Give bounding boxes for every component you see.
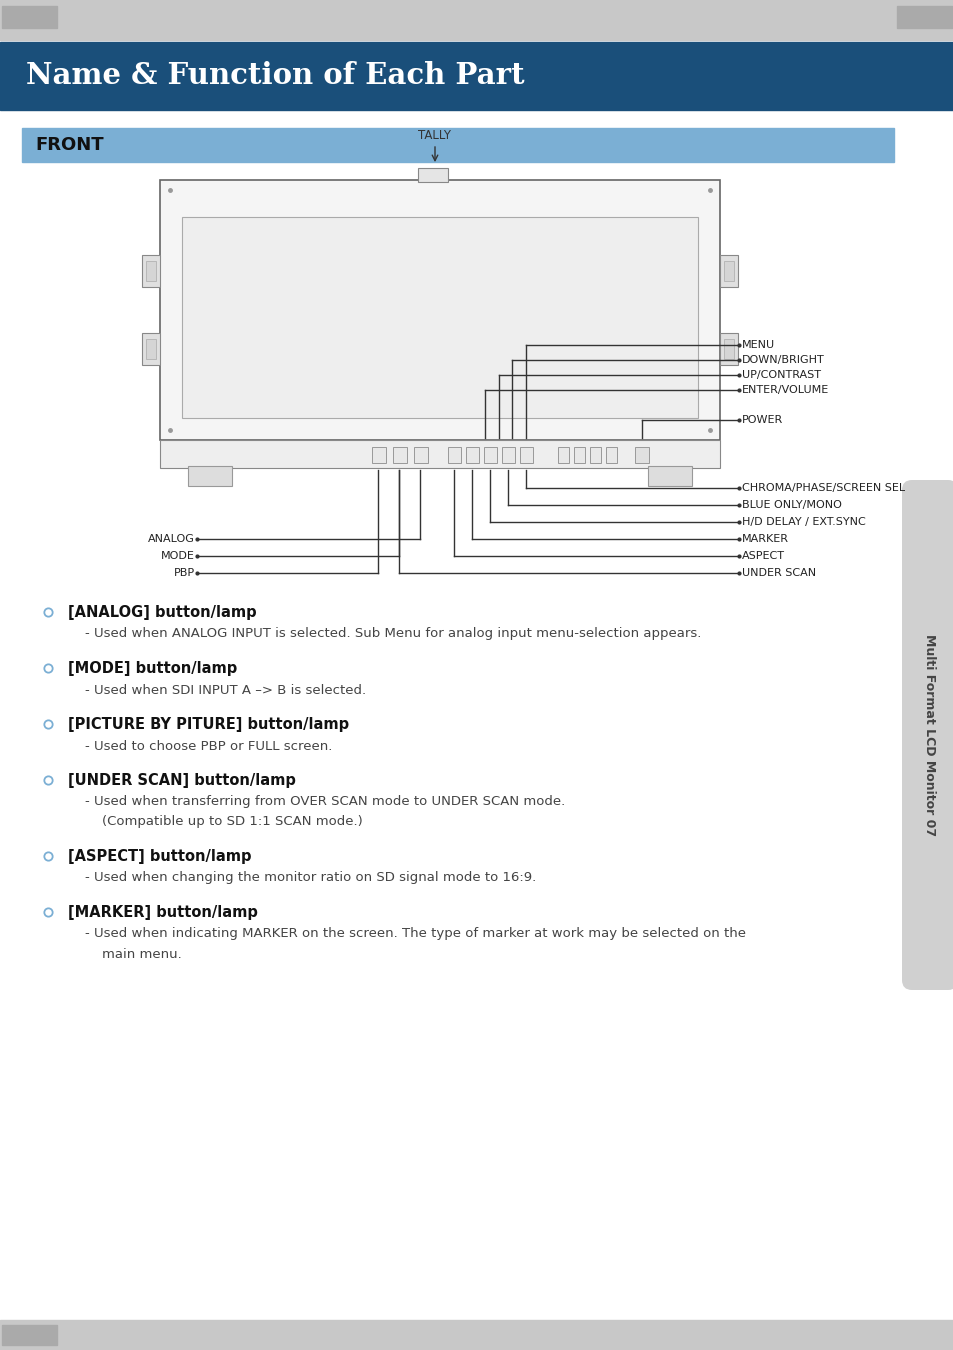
Text: Multi Format LCD Monitor 07: Multi Format LCD Monitor 07 — [923, 634, 936, 836]
Text: main menu.: main menu. — [85, 948, 182, 960]
Text: POWER: POWER — [741, 414, 782, 425]
Text: PBP: PBP — [173, 568, 194, 578]
Bar — [414, 447, 428, 463]
Bar — [142, 255, 160, 288]
Bar — [0, 42, 953, 109]
Text: [MARKER] button/lamp: [MARKER] button/lamp — [68, 904, 257, 919]
Bar — [483, 447, 497, 463]
Text: [ASPECT] button/lamp: [ASPECT] button/lamp — [68, 849, 252, 864]
Bar — [2, 5, 57, 28]
Bar — [2, 1324, 57, 1345]
Bar — [0, 1320, 953, 1350]
Bar — [22, 128, 893, 162]
Bar — [723, 261, 733, 281]
Bar — [589, 447, 600, 463]
Bar — [574, 447, 584, 463]
Text: ANALOG: ANALOG — [148, 535, 194, 544]
Bar — [558, 447, 568, 463]
Bar — [465, 447, 478, 463]
Text: BLUE ONLY/MONO: BLUE ONLY/MONO — [741, 500, 841, 510]
Bar — [0, 0, 953, 40]
Bar — [720, 255, 738, 288]
Text: [UNDER SCAN] button/lamp: [UNDER SCAN] button/lamp — [68, 772, 295, 787]
Text: ENTER/VOLUME: ENTER/VOLUME — [741, 385, 828, 396]
Bar — [519, 447, 533, 463]
Text: CHROMA/PHASE/SCREEN SEL: CHROMA/PHASE/SCREEN SEL — [741, 483, 904, 493]
Bar — [146, 261, 156, 281]
Bar — [635, 447, 648, 463]
Text: (Compatible up to SD 1:1 SCAN mode.): (Compatible up to SD 1:1 SCAN mode.) — [85, 815, 362, 829]
Text: - Used when transferring from OVER SCAN mode to UNDER SCAN mode.: - Used when transferring from OVER SCAN … — [85, 795, 565, 809]
Text: H/D DELAY / EXT.SYNC: H/D DELAY / EXT.SYNC — [741, 517, 864, 526]
Bar — [372, 447, 386, 463]
Text: - Used when ANALOG INPUT is selected. Sub Menu for analog input menu-selection a: - Used when ANALOG INPUT is selected. Su… — [85, 628, 700, 640]
Bar — [647, 466, 691, 486]
Text: [ANALOG] button/lamp: [ANALOG] button/lamp — [68, 605, 256, 620]
Text: MODE: MODE — [161, 551, 194, 562]
Text: TALLY: TALLY — [418, 130, 451, 142]
FancyBboxPatch shape — [901, 481, 953, 990]
Bar — [393, 447, 407, 463]
Text: [MODE] button/lamp: [MODE] button/lamp — [68, 660, 237, 675]
Bar — [417, 167, 448, 182]
Text: ASPECT: ASPECT — [741, 551, 784, 562]
Bar — [448, 447, 460, 463]
Text: UNDER SCAN: UNDER SCAN — [741, 568, 815, 578]
Bar — [723, 339, 733, 359]
Text: - Used when SDI INPUT A –> B is selected.: - Used when SDI INPUT A –> B is selected… — [85, 683, 366, 697]
Bar — [182, 217, 698, 418]
Text: [PICTURE BY PITURE] button/lamp: [PICTURE BY PITURE] button/lamp — [68, 717, 349, 732]
Text: - Used to choose PBP or FULL screen.: - Used to choose PBP or FULL screen. — [85, 740, 332, 752]
Bar — [501, 447, 515, 463]
Text: - Used when indicating MARKER on the screen. The type of marker at work may be s: - Used when indicating MARKER on the scr… — [85, 927, 745, 941]
Bar — [160, 180, 720, 440]
Bar — [146, 339, 156, 359]
Bar — [896, 5, 951, 28]
Bar — [142, 333, 160, 364]
Bar — [160, 440, 720, 468]
Bar — [605, 447, 617, 463]
Text: Name & Function of Each Part: Name & Function of Each Part — [26, 62, 524, 90]
Text: MENU: MENU — [741, 340, 774, 350]
Text: UP/CONTRAST: UP/CONTRAST — [741, 370, 821, 379]
Text: FRONT: FRONT — [35, 136, 104, 154]
Text: MARKER: MARKER — [741, 535, 788, 544]
Text: - Used when changing the monitor ratio on SD signal mode to 16:9.: - Used when changing the monitor ratio o… — [85, 872, 536, 884]
Bar — [188, 466, 232, 486]
Bar — [720, 333, 738, 364]
Text: DOWN/BRIGHT: DOWN/BRIGHT — [741, 355, 824, 364]
